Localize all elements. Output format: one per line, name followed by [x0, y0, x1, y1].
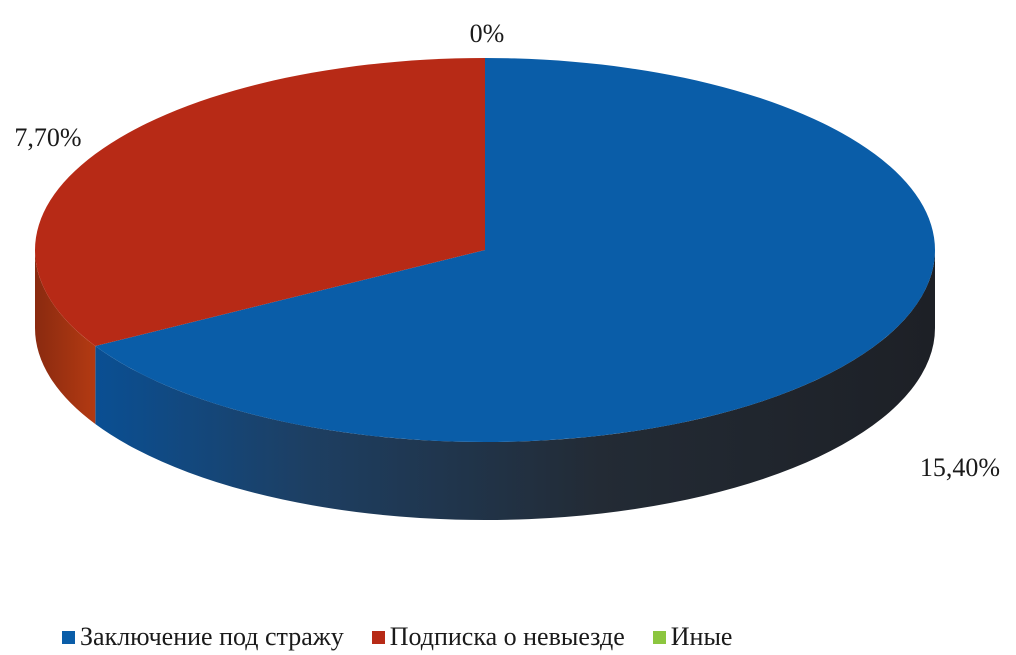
data-label-0: 15,40%: [920, 453, 1000, 482]
pie-slice-1: [35, 58, 485, 346]
legend-item-2: Иные: [652, 622, 733, 652]
pie-slice-0: [95, 58, 935, 442]
data-label-2: 0%: [470, 19, 505, 48]
pie-slice-side-1: [35, 250, 96, 424]
legend-swatch-2: [652, 630, 666, 644]
legend-label-2: Иные: [670, 622, 733, 651]
legend: Заключение под стражу Подписка о невыезде…: [62, 622, 760, 652]
legend-swatch-0: [62, 630, 75, 644]
legend-item-1: Подписка о невыезде: [371, 622, 625, 652]
legend-swatch-1: [371, 630, 385, 644]
pie-slices-tops: [35, 58, 935, 442]
data-label-1: 7,70%: [14, 123, 81, 152]
pie-data-labels: 15,40% 7,70% 0%: [14, 19, 1000, 482]
pie-slices-sides: [35, 250, 936, 520]
pie-slice-side-0: [95, 250, 936, 520]
legend-item-0: Заключение под стражу: [62, 622, 344, 652]
legend-label-0: Заключение под стражу: [80, 622, 344, 651]
legend-label-1: Подписка о невыезде: [389, 622, 625, 651]
